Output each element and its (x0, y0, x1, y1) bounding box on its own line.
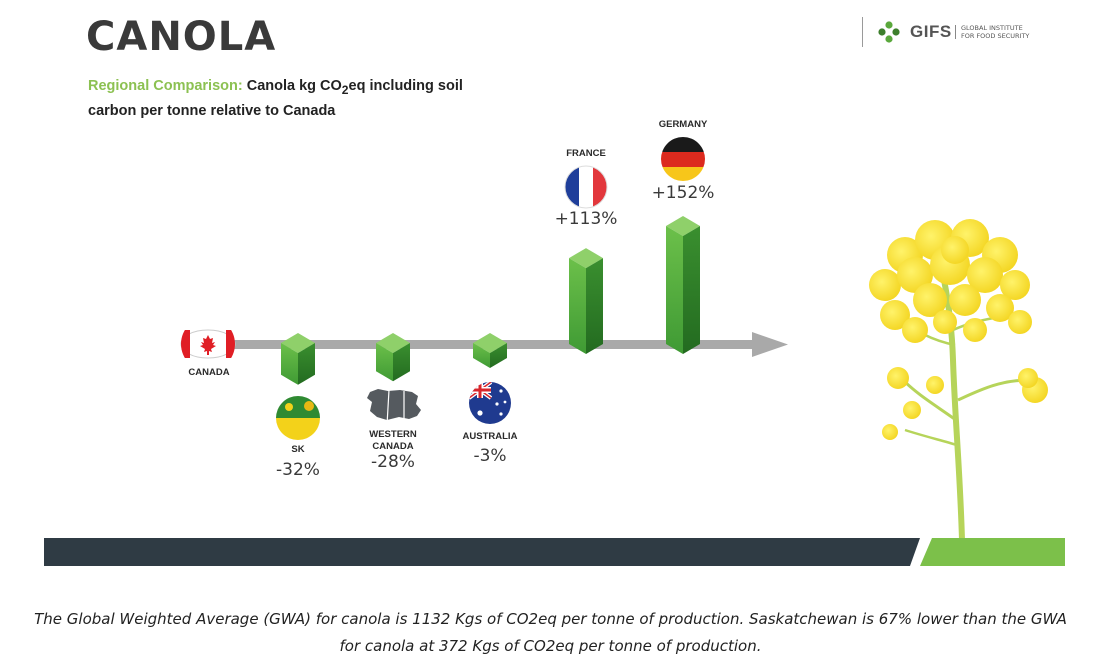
bar-germany (666, 216, 700, 354)
canada-label: CANADA (188, 367, 229, 378)
australia-flag-icon (469, 382, 511, 424)
category-label-sk: SK (291, 444, 304, 455)
bar-france (569, 248, 603, 354)
bar-sk (281, 333, 315, 385)
logo-subtitle: GLOBAL INSTITUTE FOR FOOD SECURITY (961, 24, 1029, 40)
value-label-australia: -3% (473, 446, 506, 466)
category-label-line: GERMANY (659, 119, 708, 130)
saskatchewan-flag-icon (276, 396, 320, 440)
gifs-flower-icon (878, 21, 900, 43)
logo-separator (955, 25, 956, 39)
france-flag-icon (564, 165, 608, 209)
canola-plant-illustration (869, 219, 1048, 541)
category-label-france: FRANCE (566, 148, 606, 159)
logo-name: GIFS (910, 22, 952, 41)
subtitle-main: Canola kg CO (246, 78, 342, 94)
logo-line-2: FOR FOOD SECURITY (961, 32, 1030, 40)
category-label-line: WESTERN (369, 429, 417, 440)
bar-australia (473, 333, 507, 368)
germany-flag-icon (661, 137, 705, 181)
value-label-germany: +152% (652, 183, 715, 203)
category-label-australia: AUSTRALIA (463, 431, 518, 442)
category-label-western-canada: WESTERN CANADA (369, 429, 417, 452)
subtitle-subscript: 2 (341, 82, 349, 97)
footer-dark-bar (44, 538, 920, 566)
value-label-sk: -32% (276, 460, 320, 480)
comparison-chart: SK-32%WESTERN CANADA-28%AUSTRALIA-3%FRANC… (180, 119, 1048, 541)
canada-flag-icon (180, 329, 236, 359)
category-label-line: SK (291, 444, 304, 455)
slide-title: CANOLA (86, 14, 277, 60)
value-label-western-canada: -28% (371, 452, 415, 472)
value-label-france: +113% (555, 209, 618, 229)
logo-line-1: GLOBAL INSTITUTE (961, 24, 1023, 32)
category-label-germany: GERMANY (659, 119, 708, 130)
chart-subtitle: Regional Comparison: Canola kg CO2eq inc… (88, 76, 468, 122)
category-label-line: CANADA (372, 441, 413, 452)
subtitle-rest: eq including soil carbon per tonne relat… (88, 78, 463, 119)
subtitle-prefix: Regional Comparison: (88, 78, 243, 94)
footer-green-bar (920, 538, 1065, 566)
gifs-logo: GIFS GLOBAL INSTITUTE FOR FOOD SECURITY (862, 17, 1062, 47)
western-canada-map-icon (367, 389, 421, 426)
caption-text: The Global Weighted Average (GWA) for ca… (34, 610, 1067, 655)
category-label-line: AUSTRALIA (463, 431, 518, 442)
axis-arrowhead (752, 332, 788, 357)
bar-western-canada (376, 333, 410, 382)
category-label-line: FRANCE (566, 148, 606, 159)
logo-divider (862, 17, 863, 47)
